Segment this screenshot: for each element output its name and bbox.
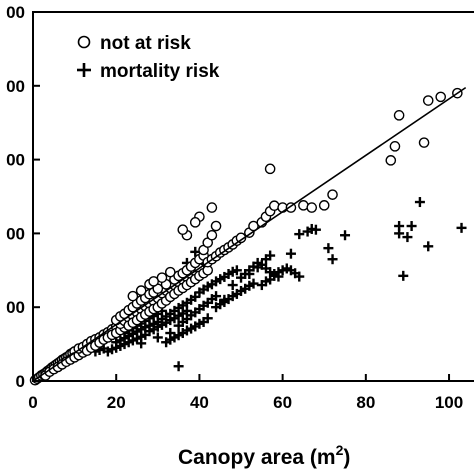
- x-tick-label: 60: [273, 393, 292, 412]
- x-tick-label: 20: [107, 393, 126, 412]
- x-tick-label: 0: [28, 393, 37, 412]
- y-tick-label: 00: [6, 77, 25, 96]
- point-mortality-risk: [152, 332, 163, 343]
- point-not-at-risk: [127, 290, 139, 302]
- point-not-at-risk: [327, 189, 338, 200]
- point-mortality-risk: [227, 280, 238, 291]
- x-tick-label: 80: [356, 393, 375, 412]
- y-tick-label: 00: [6, 298, 25, 317]
- point-not-at-risk: [206, 202, 218, 213]
- point-mortality-risk: [219, 294, 230, 305]
- point-mortality-risk: [211, 291, 222, 302]
- point-not-at-risk: [422, 95, 434, 106]
- point-not-at-risk: [318, 200, 330, 211]
- point-mortality-risk: [423, 241, 434, 252]
- point-mortality-risk: [136, 338, 147, 349]
- point-not-at-risk: [306, 202, 318, 213]
- point-mortality-risk: [248, 278, 259, 289]
- point-not-at-risk: [177, 224, 189, 236]
- plot-frame: [32, 11, 474, 382]
- point-not-at-risk: [385, 155, 397, 166]
- point-mortality-risk: [323, 243, 334, 254]
- point-mortality-risk: [285, 248, 296, 259]
- point-mortality-risk: [414, 197, 425, 208]
- point-not-at-risk: [189, 217, 201, 228]
- point-not-at-risk: [435, 91, 447, 103]
- point-not-at-risk: [206, 229, 218, 241]
- point-mortality-risk: [202, 313, 213, 324]
- y-tick-label: 00: [6, 3, 25, 22]
- legend-label-mortality-risk: mortality risk: [100, 61, 220, 82]
- point-mortality-risk: [456, 222, 467, 233]
- y-tick-label: 00: [6, 224, 25, 243]
- x-axis-title-superscript: 2: [336, 442, 344, 458]
- x-tick-label: 100: [435, 393, 463, 412]
- point-not-at-risk: [264, 163, 276, 175]
- point-mortality-risk: [265, 250, 276, 261]
- y-tick-label: 0: [16, 372, 25, 391]
- legend-marker-mortality-risk: [77, 63, 91, 77]
- fit-line: [32, 86, 467, 382]
- point-mortality-risk: [294, 271, 305, 282]
- data-points: [29, 87, 467, 386]
- point-mortality-risk: [173, 361, 184, 372]
- point-mortality-risk: [190, 246, 201, 257]
- point-mortality-risk: [327, 254, 338, 265]
- y-tick-label: 00: [6, 151, 25, 170]
- point-mortality-risk: [394, 221, 405, 232]
- point-not-at-risk: [210, 220, 222, 232]
- point-not-at-risk: [164, 266, 176, 278]
- point-mortality-risk: [406, 221, 417, 232]
- point-mortality-risk: [340, 230, 351, 241]
- point-mortality-risk: [310, 224, 321, 235]
- point-mortality-risk: [398, 270, 409, 281]
- point-mortality-risk: [252, 262, 263, 273]
- legend: not at risk mortality risk: [77, 33, 220, 82]
- point-not-at-risk: [156, 272, 168, 283]
- legend-marker-not-at-risk: [77, 35, 91, 49]
- point-mortality-risk: [244, 268, 255, 279]
- point-not-at-risk: [389, 141, 401, 152]
- point-mortality-risk: [294, 229, 305, 240]
- point-mortality-risk: [402, 232, 413, 243]
- point-not-at-risk: [235, 232, 247, 244]
- x-axis-title: Canopy area (m2): [178, 442, 350, 469]
- legend-label-not-at-risk: not at risk: [100, 33, 191, 54]
- point-not-at-risk: [393, 110, 405, 121]
- point-not-at-risk: [418, 137, 430, 148]
- point-not-at-risk: [135, 285, 147, 296]
- point-mortality-risk: [165, 328, 176, 339]
- x-tick-label: 40: [190, 393, 209, 412]
- point-mortality-risk: [231, 265, 242, 276]
